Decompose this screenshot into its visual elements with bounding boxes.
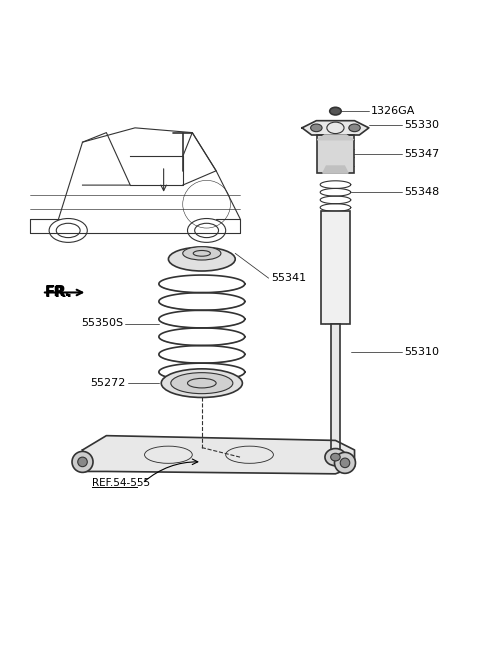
Ellipse shape	[340, 458, 350, 468]
Text: FR.: FR.	[44, 285, 72, 300]
Text: 1326GA: 1326GA	[371, 106, 416, 116]
Bar	[331, 324, 340, 457]
Polygon shape	[323, 166, 348, 173]
Ellipse shape	[171, 373, 233, 393]
Text: FR.: FR.	[44, 285, 70, 300]
Ellipse shape	[183, 247, 221, 260]
Text: 55348: 55348	[405, 187, 440, 197]
Ellipse shape	[330, 107, 341, 115]
Polygon shape	[302, 121, 369, 135]
Bar	[321, 212, 350, 324]
Ellipse shape	[72, 452, 93, 472]
Ellipse shape	[325, 448, 346, 466]
Ellipse shape	[335, 452, 356, 474]
Ellipse shape	[349, 124, 360, 131]
Text: 55350S: 55350S	[81, 318, 123, 329]
Bar	[317, 135, 354, 173]
Polygon shape	[183, 133, 216, 185]
Ellipse shape	[168, 247, 235, 271]
Polygon shape	[317, 135, 354, 140]
Polygon shape	[83, 435, 355, 474]
Ellipse shape	[78, 457, 87, 466]
Ellipse shape	[161, 369, 242, 397]
Text: 55310: 55310	[405, 347, 440, 357]
Polygon shape	[83, 133, 130, 185]
Text: REF.54-555: REF.54-555	[92, 478, 150, 488]
Text: 55330: 55330	[405, 120, 440, 131]
Ellipse shape	[331, 454, 340, 461]
Polygon shape	[130, 157, 183, 185]
Text: 55341: 55341	[271, 273, 306, 283]
Text: 55347: 55347	[405, 149, 440, 159]
Ellipse shape	[311, 124, 322, 131]
Text: 55272: 55272	[90, 378, 125, 388]
